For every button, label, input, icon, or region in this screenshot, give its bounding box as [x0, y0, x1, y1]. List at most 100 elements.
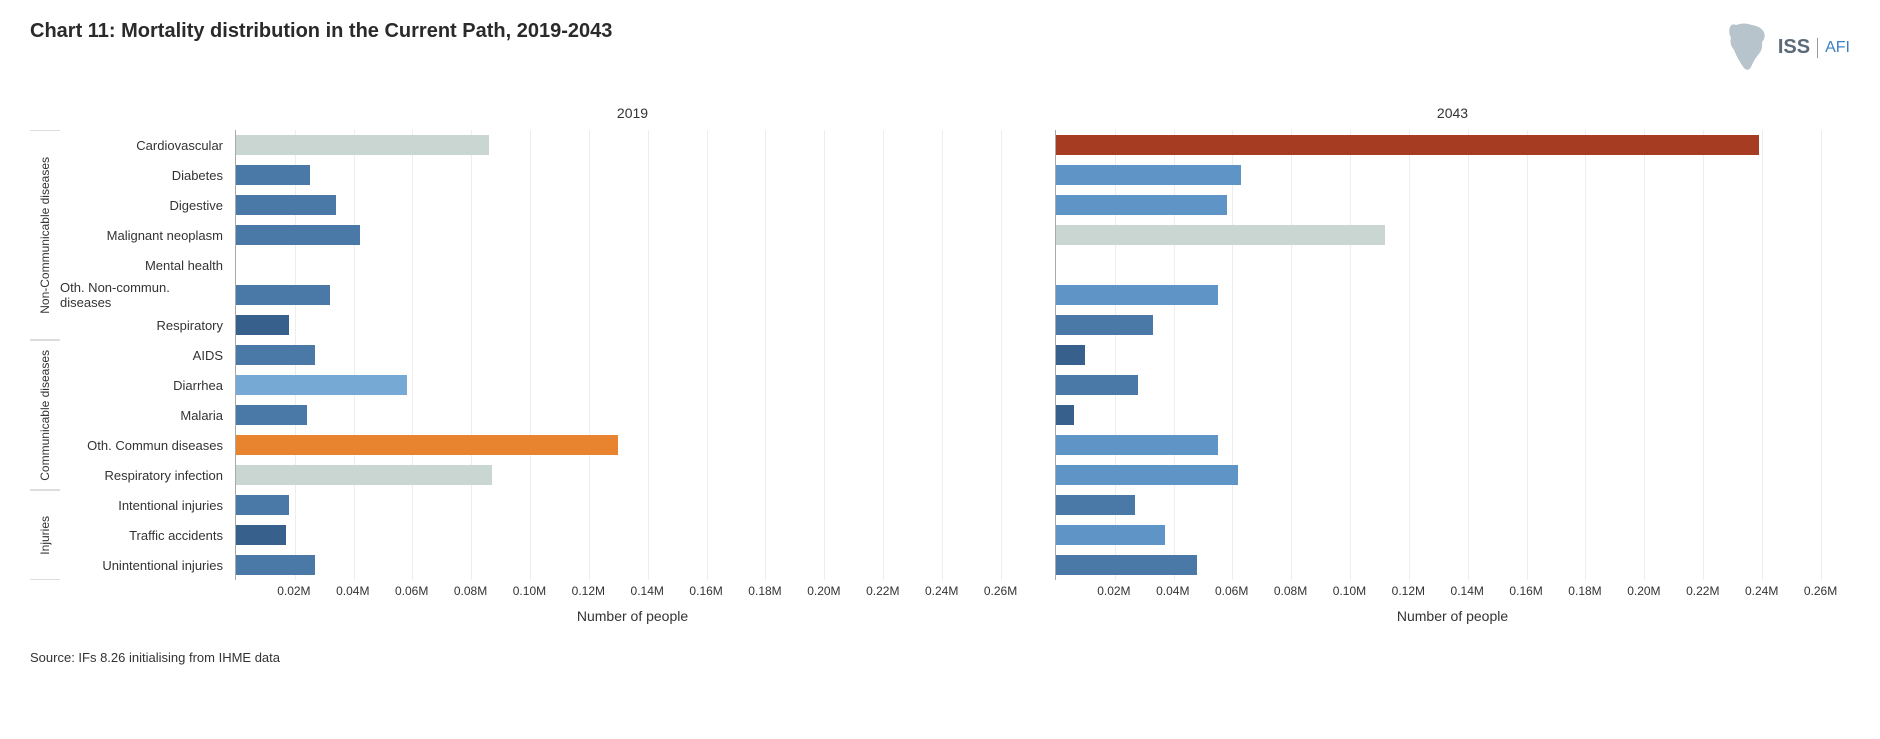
x-tick: 0.06M [395, 584, 428, 598]
bar [1056, 435, 1218, 455]
bar-row [1056, 250, 1850, 280]
x-tick: 0.16M [1509, 584, 1542, 598]
x-tick: 0.02M [1097, 584, 1130, 598]
category-label: Intentional injuries [60, 490, 235, 520]
bar-row [1056, 220, 1850, 250]
category-label: Digestive [60, 190, 235, 220]
bar-row [1056, 160, 1850, 190]
bar [1056, 135, 1759, 155]
x-tick: 0.22M [866, 584, 899, 598]
x-tick: 0.14M [631, 584, 664, 598]
bar [236, 345, 315, 365]
bar-row [1056, 550, 1850, 580]
x-tick: 0.18M [1568, 584, 1601, 598]
bar [1056, 555, 1197, 575]
x-axis-label: Number of people [577, 608, 688, 624]
bar [236, 135, 489, 155]
group-block: Non-Communicable diseases [30, 130, 60, 340]
x-tick: 0.20M [807, 584, 840, 598]
bar [1056, 195, 1227, 215]
bar [236, 525, 286, 545]
source-note: Source: IFs 8.26 initialising from IHME … [30, 650, 1850, 665]
bar-row [236, 490, 1030, 520]
x-tick: 0.18M [748, 584, 781, 598]
x-tick: 0.08M [454, 584, 487, 598]
x-tick: 0.24M [1745, 584, 1778, 598]
x-tick: 0.26M [1804, 584, 1837, 598]
group-axis: Non-Communicable diseases Communicable di… [30, 105, 60, 640]
category-label: Malaria [60, 400, 235, 430]
x-tick: 0.12M [572, 584, 605, 598]
logo: ISS AFI [1724, 20, 1850, 75]
chart-panel: 20430.02M0.04M0.06M0.08M0.10M0.12M0.14M0… [1055, 105, 1850, 640]
category-label: AIDS [60, 340, 235, 370]
category-label: Oth. Commun diseases [60, 430, 235, 460]
bar-row [236, 310, 1030, 340]
bar [236, 555, 315, 575]
bar [236, 285, 330, 305]
group-label: Injuries [38, 516, 52, 555]
bar-row [1056, 400, 1850, 430]
bar-row [236, 280, 1030, 310]
plot-area [1055, 130, 1850, 580]
logo-suffix: AFI [1825, 39, 1850, 57]
bar-row [1056, 460, 1850, 490]
category-label: Respiratory [60, 310, 235, 340]
group-label: Non-Communicable diseases [38, 157, 52, 314]
x-tick: 0.08M [1274, 584, 1307, 598]
category-label: Respiratory infection [60, 460, 235, 490]
bar [236, 195, 336, 215]
bar-row [236, 460, 1030, 490]
x-tick: 0.20M [1627, 584, 1660, 598]
bar [1056, 225, 1385, 245]
category-label: Diarrhea [60, 370, 235, 400]
bar-row [1056, 190, 1850, 220]
x-axis-label: Number of people [1397, 608, 1508, 624]
bar-row [236, 250, 1030, 280]
category-label: Traffic accidents [60, 520, 235, 550]
bar-row [1056, 130, 1850, 160]
x-tick: 0.22M [1686, 584, 1719, 598]
category-label: Unintentional injuries [60, 550, 235, 580]
x-axis: 0.02M0.04M0.06M0.08M0.10M0.12M0.14M0.16M… [1055, 580, 1850, 640]
x-tick: 0.10M [513, 584, 546, 598]
bar [1056, 315, 1153, 335]
x-tick: 0.04M [1156, 584, 1189, 598]
category-label: Malignant neoplasm [60, 220, 235, 250]
chart-panels: 2019 0.02M 0.04M 0.06M 0.08M 0.10M 0.12M 0.14M 0… [235, 105, 1850, 640]
bar [1056, 345, 1085, 365]
bar [236, 495, 289, 515]
bar [236, 165, 310, 185]
bar-row [236, 550, 1030, 580]
panel-title: 2019 [235, 105, 1030, 130]
bar-row [236, 370, 1030, 400]
bar-row [236, 220, 1030, 250]
bar-row [236, 340, 1030, 370]
category-axis: CardiovascularDiabetesDigestiveMalignant… [60, 105, 235, 640]
bar-row [236, 400, 1030, 430]
bar [236, 435, 618, 455]
group-block: Communicable diseases [30, 340, 60, 490]
bar [1056, 375, 1138, 395]
x-tick: 0.10M [1333, 584, 1366, 598]
bar-row [1056, 490, 1850, 520]
bar [1056, 525, 1165, 545]
logo-org: ISS [1778, 36, 1810, 59]
group-label: Communicable diseases [38, 350, 52, 481]
plot-area [235, 130, 1030, 580]
bar-row [1056, 340, 1850, 370]
bar-row [1056, 430, 1850, 460]
bar-row [236, 160, 1030, 190]
bar-row [236, 520, 1030, 550]
x-tick: 0.06M [1215, 584, 1248, 598]
bar [1056, 465, 1238, 485]
bar-row [236, 190, 1030, 220]
bar-row [236, 130, 1030, 160]
category-label: Mental health [60, 250, 235, 280]
panel-title: 2043 [1055, 105, 1850, 130]
group-block: Injuries [30, 490, 60, 580]
bar [236, 405, 307, 425]
x-tick: 0.26M [984, 584, 1017, 598]
x-tick: 0.02M [277, 584, 310, 598]
x-tick: 0.14M [1451, 584, 1484, 598]
